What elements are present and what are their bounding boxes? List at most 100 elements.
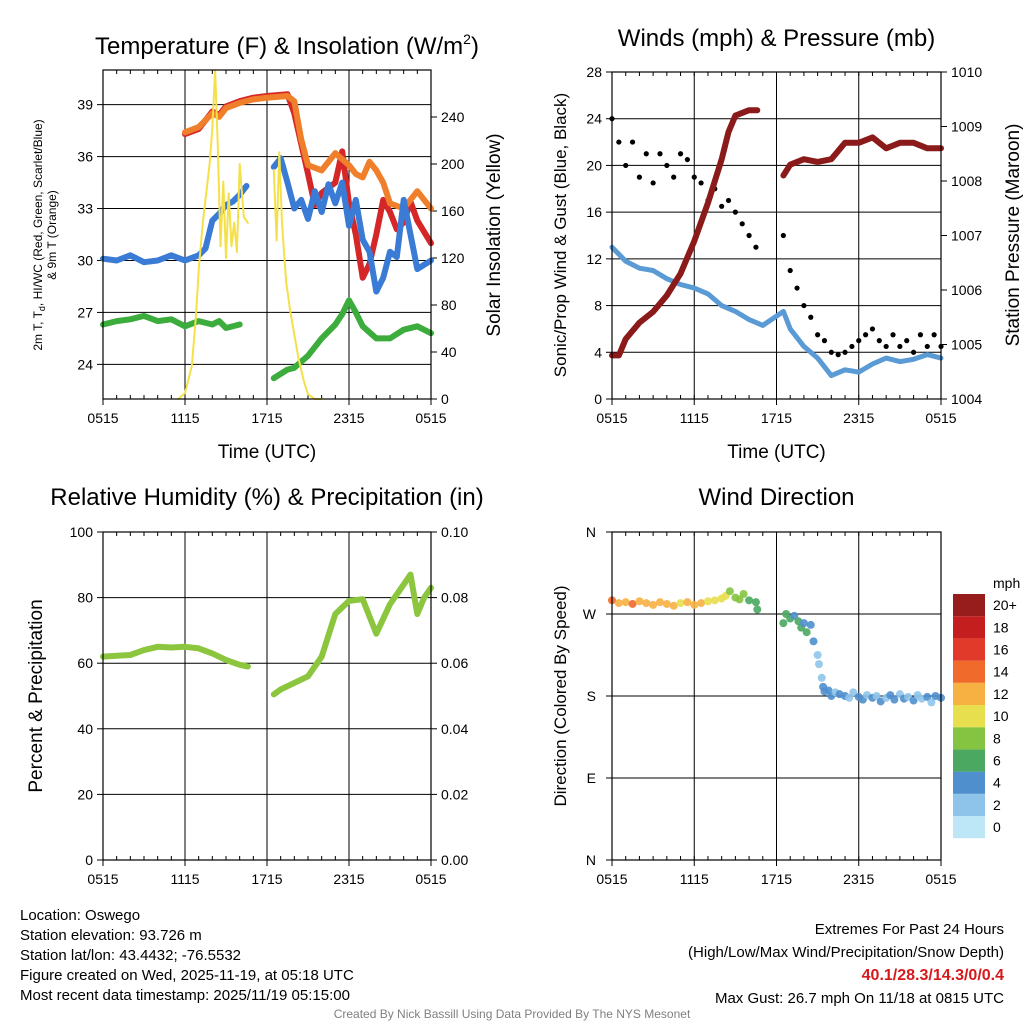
y-right-tick-label: 240 [441,109,465,125]
y-right-tick-label: 120 [441,250,465,266]
extremes-values: 40.1/28.3/14.3/0/0.4 [861,967,1004,984]
y-right-tick-label: 0.00 [441,852,468,868]
legend-label: 12 [993,686,1009,702]
direction-point [890,695,899,704]
direction-point [690,600,699,609]
x-tick-label: 2315 [333,410,364,426]
y-right-tick-label: 0.06 [441,655,468,671]
legend-swatch [953,705,985,728]
direction-point [649,600,658,609]
y-right-tick-label: 40 [441,344,457,360]
series-station-pressure [609,107,944,359]
x-axis-label: Time (UTC) [218,442,317,463]
y-right-tick-label: 0.10 [441,524,468,540]
gust-point [801,302,807,309]
x-tick-label: 1115 [170,871,199,887]
y-axis-label: Direction (Colored By Speed) [551,585,570,806]
gust-point [629,139,636,145]
humidity-panel: 0515 1115 1715 2315 0515 0 20 40 60 80 100 0.00 0.02… [26,484,484,887]
plot-border [102,69,432,400]
x-tick-label: 0515 [925,871,956,887]
y-right-tick-label: 1006 [951,282,982,298]
direction-point [753,605,762,614]
series-dewpoint [100,155,434,295]
y-right-axis-label: Solar Insolation (Yellow) [484,133,505,336]
direction-point [739,589,748,598]
winds-panel: 0515 1115 1715 2315 0515 0 4 8 12 16 20 24 28 1004 100… [551,25,1024,463]
direction-point [790,611,799,620]
legend-label: 16 [993,642,1009,658]
gust-point [849,343,855,350]
gust-point [616,139,622,145]
legend-label: 4 [993,775,1001,791]
gust-point [753,244,759,250]
y-right-axis-label: Station Pressure (Maroon) [1003,124,1024,347]
gust-point [636,174,643,180]
series-hi-wc [100,297,434,382]
legend-swatch [953,749,985,772]
gust-point [677,151,684,157]
y-tick-label: 20 [586,157,602,173]
x-tick-label: 0515 [87,871,118,887]
gust-point [698,180,704,186]
gust-point [732,209,738,215]
direction-point [703,597,712,606]
speed-color-legend: mph 0 2 4 6 8 10 12 14 16 18 20+ [953,575,1020,839]
legend-label: 18 [993,619,1009,635]
legend-label: 8 [993,730,1001,746]
gust-point [643,151,649,157]
y-tick-label: 12 [586,251,602,267]
gust-point [876,338,882,344]
series-2m-t [182,91,434,281]
direction-point [909,696,918,705]
y-tick-label: 24 [77,356,93,372]
plot-border [611,71,942,400]
station-info: Location: Oswego Station elevation: 93.7… [20,906,354,1006]
x-tick-label: 2315 [843,410,874,426]
y-right-tick-label: 1010 [951,64,982,80]
gust-point [780,232,786,239]
y-right-tick-label: 0.08 [441,590,468,606]
direction-point [806,620,815,629]
direction-point [751,598,760,607]
gust-point [883,343,889,350]
legend-label: 10 [993,708,1009,724]
direction-point [802,628,811,637]
direction-point [635,597,644,606]
gust-point [815,332,821,338]
y-tick-label: S [587,688,596,704]
direction-point [725,587,734,596]
y-right-tick-label: 1007 [951,228,982,244]
gust-point [917,332,924,338]
elevation-text: Station elevation: 93.726 m [20,927,202,944]
series-relative-humidity [100,571,434,698]
x-tick-label: 0515 [87,410,118,426]
series-sustained-wind [609,244,944,379]
y-tick-label: 27 [77,304,93,320]
x-tick-label: 0515 [415,410,446,426]
legend-title: mph [993,575,1020,591]
y-right-tick-label: 1009 [951,119,982,135]
direction-point [676,599,685,608]
gust-point [657,151,663,157]
y-tick-label: 4 [594,344,602,360]
legend-swatch [953,816,985,839]
gust-point [787,267,793,274]
gust-point [890,332,896,338]
direction-point [735,595,744,604]
x-tick-label: 1715 [761,410,792,426]
location-text: Location: Oswego [20,907,141,924]
direction-point [779,619,788,628]
gust-point [828,349,834,355]
direction-point [642,599,651,608]
y-right-tick-label: 0.02 [441,786,468,802]
y-right-tick-label: 0.04 [441,721,468,737]
gust-point [719,203,725,209]
y-tick-label: 80 [77,590,93,606]
y-axis-label: 2m T, Td, HI/WC (Red, Green, Scarlet/Blu… [31,119,47,350]
legend-swatch [953,638,985,661]
direction-point [849,688,858,697]
chart-title: Relative Humidity (%) & Precipitation (i… [50,484,483,511]
legend-label: 0 [993,819,1001,835]
y-tick-label: 8 [594,298,602,314]
